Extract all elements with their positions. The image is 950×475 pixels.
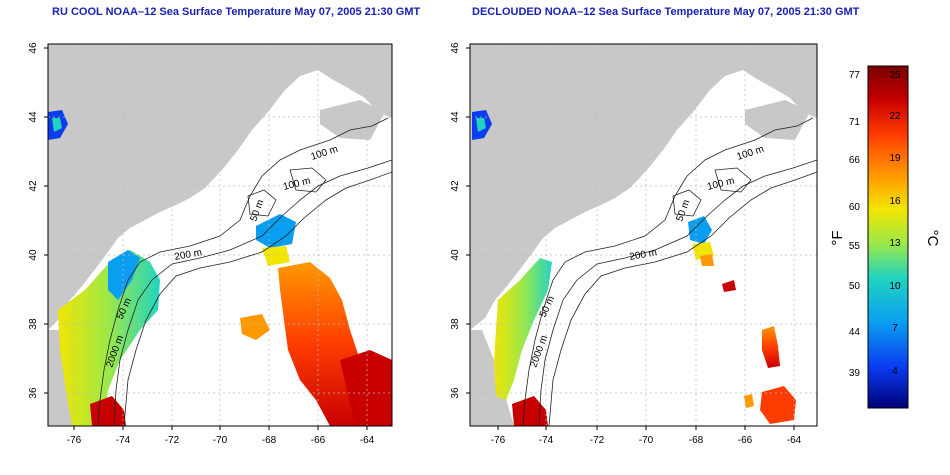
colorbar-gradient [867,65,909,409]
celsius-tick: 22 [889,111,901,122]
x-tick-label: -74 [539,435,554,446]
x-tick-label: -68 [262,435,277,446]
x-tick-label: -74 [116,435,131,446]
y-tick-label: 42 [450,180,461,192]
x-tick-label: -66 [738,435,753,446]
left-panel-title: RU COOL NOAA–12 Sea Surface Temperature … [52,6,421,18]
x-tick-label: -72 [590,435,605,446]
celsius-tick: 25 [889,70,901,81]
fahrenheit-label: °F [829,230,846,245]
right-panel-title: DECLOUDED NOAA–12 Sea Surface Temperatur… [472,6,860,18]
y-tick-label: 40 [450,249,461,261]
left-map: 100 m 100 m 50 m 200 m 50 m 2000 m -76 -… [28,42,393,446]
y-tick-label: 46 [450,42,461,54]
y-tick-label: 38 [28,318,39,330]
fahrenheit-tick: 39 [849,368,861,379]
celsius-tick: 4 [892,366,898,377]
y-tick-label: 44 [28,111,39,123]
celsius-tick: 7 [892,323,898,334]
x-tick-label: -76 [491,435,506,446]
x-tick-label: -70 [639,435,654,446]
x-tick-label: -68 [689,435,704,446]
land-mass [470,44,817,330]
celsius-tick: 13 [889,238,901,249]
y-tick-label: 38 [450,318,461,330]
fahrenheit-tick: 71 [849,117,861,128]
contour-label: 200 m [174,247,203,263]
celsius-tick: 10 [889,281,901,292]
x-tick-label: -72 [165,435,180,446]
y-tick-label: 36 [450,387,461,399]
y-tick-label: 36 [28,387,39,399]
y-tick-label: 46 [28,42,39,54]
x-tick-label: -66 [311,435,326,446]
y-tick-label: 44 [450,111,461,123]
celsius-label: °C [924,230,941,247]
fahrenheit-tick: 50 [849,281,861,292]
x-tick-label: -76 [67,435,82,446]
fahrenheit-tick: 77 [849,70,861,81]
x-tick-label: -70 [213,435,228,446]
x-tick-label: -64 [787,435,802,446]
fahrenheit-tick: 44 [849,327,861,338]
y-tick-label: 40 [28,249,39,261]
contour-label: 200 m [629,247,658,263]
fahrenheit-tick: 66 [849,155,861,166]
fahrenheit-tick: 60 [849,202,861,213]
right-map: 100 m 100 m 50 m 200 m 50 m 2000 m -76 -… [450,42,818,446]
land-mass [48,44,392,330]
celsius-tick: 19 [889,153,901,164]
colorbar: 77 71 66 60 55 50 44 39 25 22 19 16 13 1… [829,65,941,409]
x-tick-label: -64 [360,435,375,446]
fahrenheit-tick: 55 [849,241,861,252]
celsius-tick: 16 [889,196,901,207]
y-tick-label: 42 [28,180,39,192]
